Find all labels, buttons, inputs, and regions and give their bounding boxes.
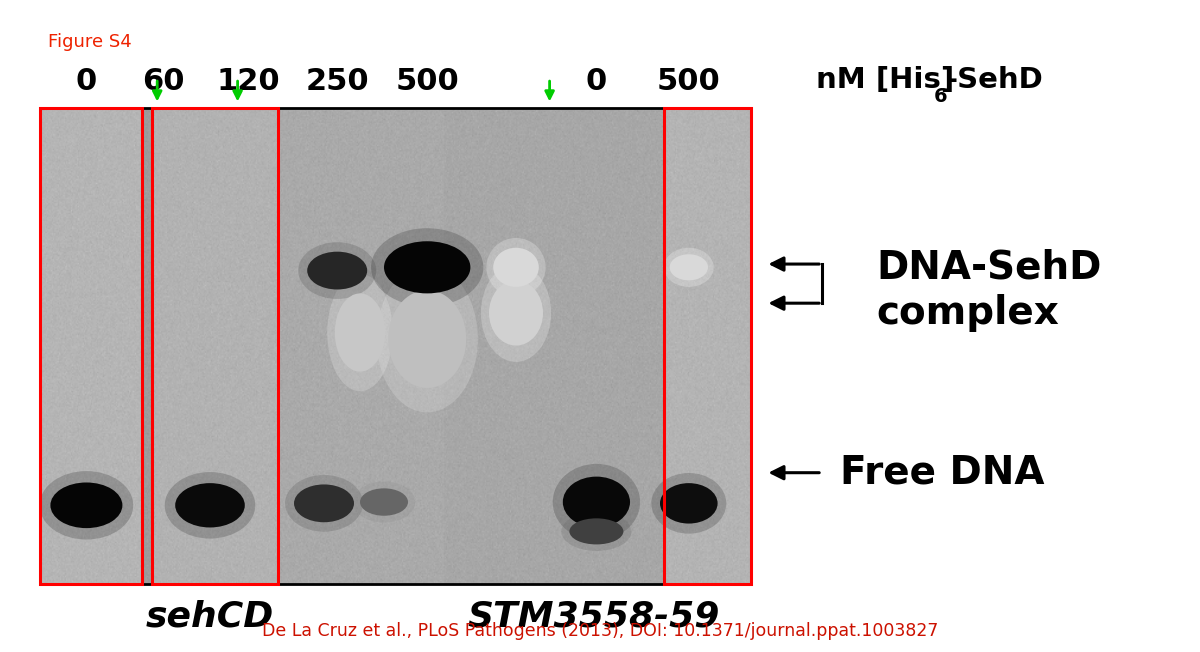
Ellipse shape [486,238,546,297]
Ellipse shape [360,488,408,516]
Bar [142,108,152,584]
Ellipse shape [553,464,640,540]
Text: 120: 120 [216,67,281,96]
Ellipse shape [490,280,542,346]
Text: 500: 500 [395,67,460,96]
Ellipse shape [294,484,354,522]
Bar [664,108,751,584]
Bar [40,108,142,584]
Text: 0: 0 [76,67,97,96]
Text: Figure S4: Figure S4 [48,33,132,52]
Bar [40,108,142,584]
Bar [152,108,278,584]
Text: STM3558-59: STM3558-59 [468,599,720,633]
Ellipse shape [664,248,714,287]
Text: 250: 250 [305,67,370,96]
Bar [278,108,444,584]
Bar [40,108,751,584]
Ellipse shape [493,248,539,287]
Bar [664,108,751,584]
Text: 500: 500 [656,67,721,96]
Text: 6: 6 [934,87,947,106]
Ellipse shape [307,252,367,289]
Ellipse shape [335,293,385,372]
Text: nM [His]: nM [His] [816,66,954,93]
Text: Free DNA: Free DNA [840,454,1044,492]
Ellipse shape [389,290,466,388]
Bar [152,108,278,584]
Bar [444,108,664,584]
Ellipse shape [562,512,631,551]
Text: 0: 0 [586,67,607,96]
Ellipse shape [660,483,718,524]
Ellipse shape [384,241,470,293]
Ellipse shape [563,477,630,527]
Ellipse shape [175,483,245,527]
Ellipse shape [40,471,133,540]
Ellipse shape [570,518,624,544]
Ellipse shape [670,254,708,280]
Text: -SehD: -SehD [946,66,1043,93]
Ellipse shape [299,243,377,299]
Text: sehCD: sehCD [146,599,274,633]
Ellipse shape [377,266,478,413]
Ellipse shape [371,228,484,306]
Ellipse shape [286,475,364,532]
Ellipse shape [50,482,122,528]
Ellipse shape [481,264,551,362]
Ellipse shape [353,481,415,523]
Ellipse shape [328,274,392,391]
Text: DNA-SehD
complex: DNA-SehD complex [876,248,1102,332]
Ellipse shape [652,473,726,533]
Text: De La Cruz et al., PLoS Pathogens (2013), DOI: 10.1371/journal.ppat.1003827: De La Cruz et al., PLoS Pathogens (2013)… [262,622,938,640]
Ellipse shape [164,472,256,539]
Text: 60: 60 [142,67,185,96]
